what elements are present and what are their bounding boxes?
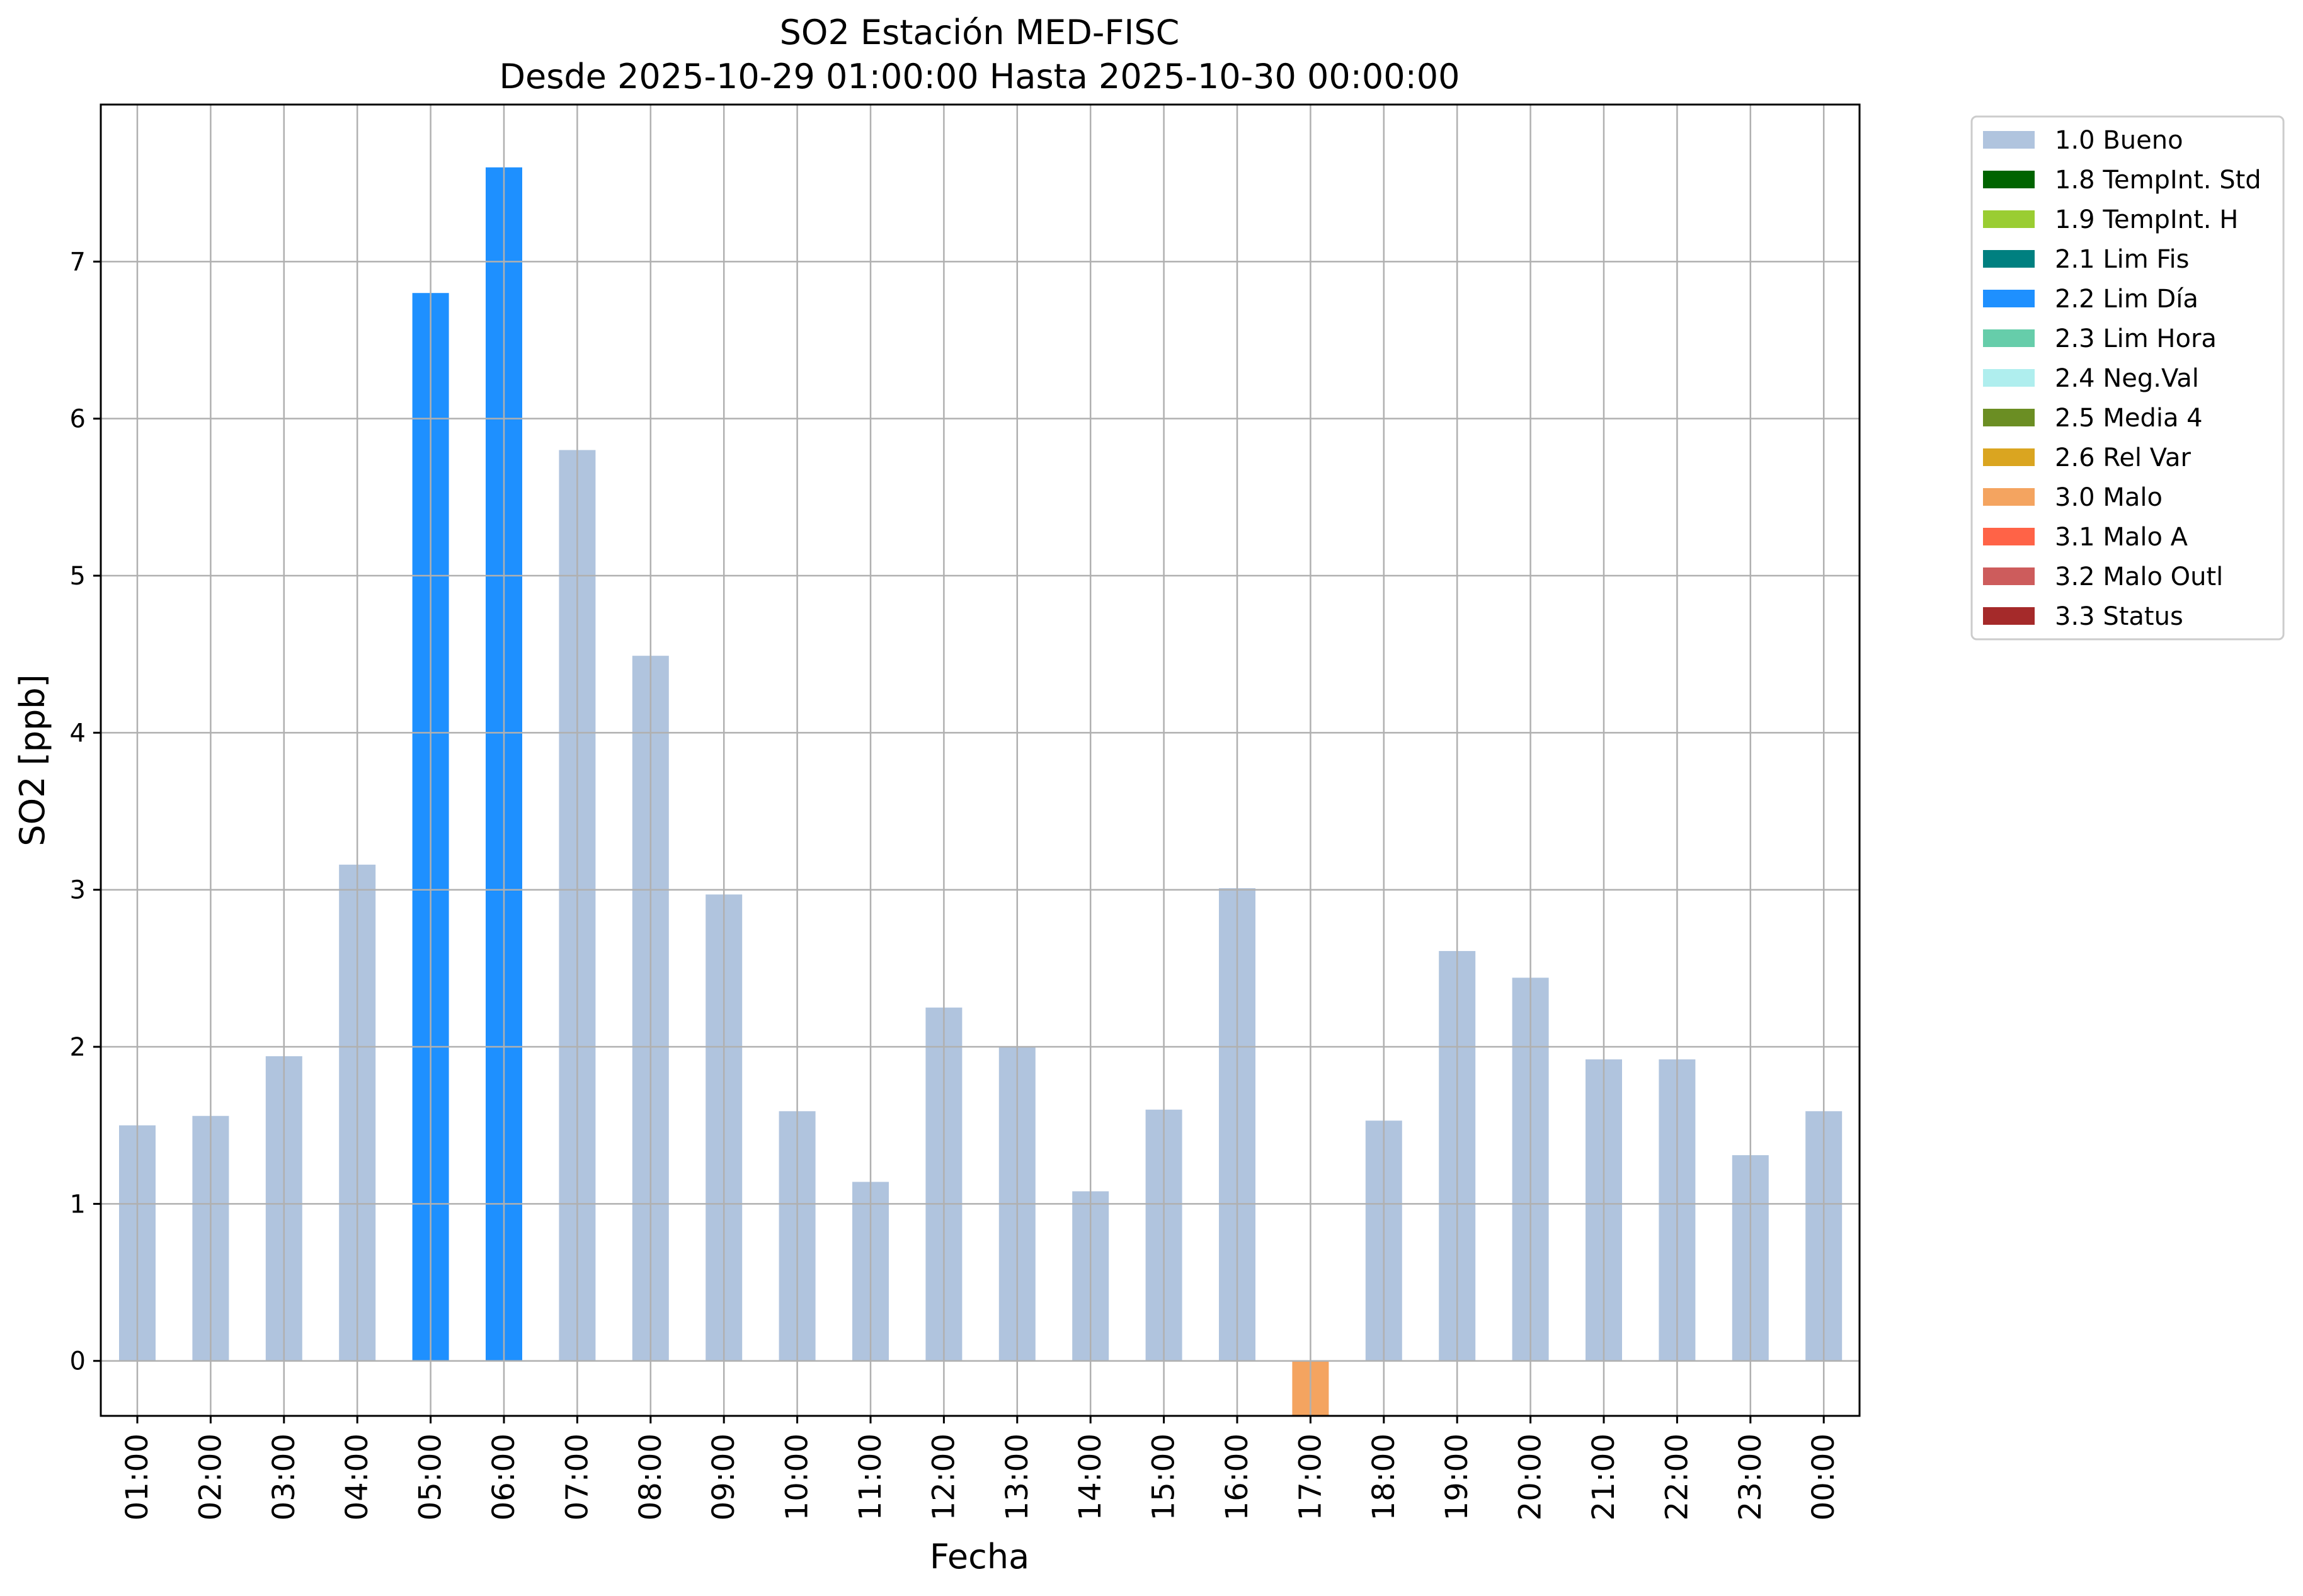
legend-swatch xyxy=(1983,210,2035,228)
x-tick-label: 10:00 xyxy=(780,1434,815,1520)
legend-swatch xyxy=(1983,290,2035,307)
bars-group xyxy=(119,167,1843,1416)
legend-items: 1.0 Bueno 1.8 TempInt. Std 1.9 TempInt. H 2… xyxy=(1983,126,2261,631)
legend-label: 3.2 Malo Outl xyxy=(2055,562,2223,591)
chart-subtitle: Desde 2025-10-29 01:00:00 Hasta 2025-10-… xyxy=(499,57,1460,96)
legend-swatch xyxy=(1983,369,2035,387)
legend-swatch xyxy=(1983,448,2035,466)
legend-swatch xyxy=(1983,329,2035,347)
x-tick-label: 18:00 xyxy=(1366,1434,1402,1520)
y-tick-label: 7 xyxy=(70,248,86,276)
legend: 1.0 Bueno 1.8 TempInt. Std 1.9 TempInt. H 2… xyxy=(1970,115,2285,641)
y-tick-label: 6 xyxy=(70,405,86,434)
x-tick-label: 23:00 xyxy=(1733,1434,1768,1520)
y-axis: 0 1 2 3 4 5 6 7 xyxy=(70,248,101,1376)
x-tick-label: 12:00 xyxy=(926,1434,961,1520)
x-tick-label: 02:00 xyxy=(193,1434,228,1520)
legend-swatch xyxy=(1983,409,2035,426)
y-axis-label: SO2 [ppb] xyxy=(13,674,52,846)
x-tick-label: 15:00 xyxy=(1146,1434,1182,1520)
y-tick-label: 0 xyxy=(70,1347,86,1376)
x-tick-label: 14:00 xyxy=(1073,1434,1108,1520)
legend-swatch xyxy=(1983,131,2035,149)
legend-swatch xyxy=(1983,488,2035,506)
x-tick-label: 20:00 xyxy=(1513,1434,1548,1520)
legend-label: 1.9 TempInt. H xyxy=(2055,205,2238,234)
legend-label: 1.0 Bueno xyxy=(2055,126,2183,155)
x-tick-label: 00:00 xyxy=(1806,1434,1841,1520)
legend-label: 2.3 Lim Hora xyxy=(2055,324,2217,353)
legend-label: 2.2 Lim Día xyxy=(2055,285,2198,314)
x-tick-label: 11:00 xyxy=(853,1434,888,1520)
x-tick-label: 09:00 xyxy=(706,1434,741,1520)
x-axis: 01:00 02:00 03:00 04:00 05:00 06:00 07:00 08:00… xyxy=(120,1416,1841,1520)
x-tick-label: 19:00 xyxy=(1439,1434,1475,1520)
legend-frame xyxy=(1970,115,2285,641)
legend-label: 2.5 Media 4 xyxy=(2055,404,2203,433)
y-tick-label: 1 xyxy=(70,1190,86,1219)
x-tick-label: 03:00 xyxy=(266,1434,302,1520)
legend-label: 2.1 Lim Fis xyxy=(2055,245,2189,274)
x-axis-label: Fecha xyxy=(930,1537,1029,1576)
legend-label: 1.8 TempInt. Std xyxy=(2055,166,2261,195)
legend-label: 3.0 Malo xyxy=(2055,483,2163,512)
legend-label: 2.4 Neg.Val xyxy=(2055,364,2199,393)
y-tick-label: 5 xyxy=(70,562,86,591)
x-tick-label: 04:00 xyxy=(340,1434,375,1520)
y-tick-label: 2 xyxy=(70,1033,86,1062)
x-tick-label: 08:00 xyxy=(633,1434,668,1520)
legend-swatch xyxy=(1983,607,2035,625)
x-tick-label: 13:00 xyxy=(1000,1434,1035,1520)
x-tick-label: 06:00 xyxy=(486,1434,522,1520)
y-tick-label: 4 xyxy=(70,719,86,748)
x-tick-label: 07:00 xyxy=(559,1434,595,1520)
x-tick-label: 17:00 xyxy=(1293,1434,1328,1520)
legend-swatch xyxy=(1983,171,2035,188)
grid-lines xyxy=(101,105,1860,1416)
legend-label: 3.3 Status xyxy=(2055,602,2183,631)
plot-frame xyxy=(100,103,1861,1417)
legend-label: 3.1 Malo A xyxy=(2055,523,2188,552)
legend-swatch xyxy=(1983,528,2035,545)
y-tick-label: 3 xyxy=(70,876,86,905)
legend-swatch xyxy=(1983,250,2035,268)
x-tick-label: 01:00 xyxy=(120,1434,155,1520)
x-tick-label: 16:00 xyxy=(1220,1434,1255,1520)
x-tick-label: 05:00 xyxy=(413,1434,449,1520)
x-tick-label: 21:00 xyxy=(1586,1434,1621,1520)
chart-title: SO2 Estación MED-FISC xyxy=(780,13,1180,52)
legend-swatch xyxy=(1983,567,2035,585)
x-tick-label: 22:00 xyxy=(1659,1434,1694,1520)
legend-label: 2.6 Rel Var xyxy=(2055,443,2192,472)
